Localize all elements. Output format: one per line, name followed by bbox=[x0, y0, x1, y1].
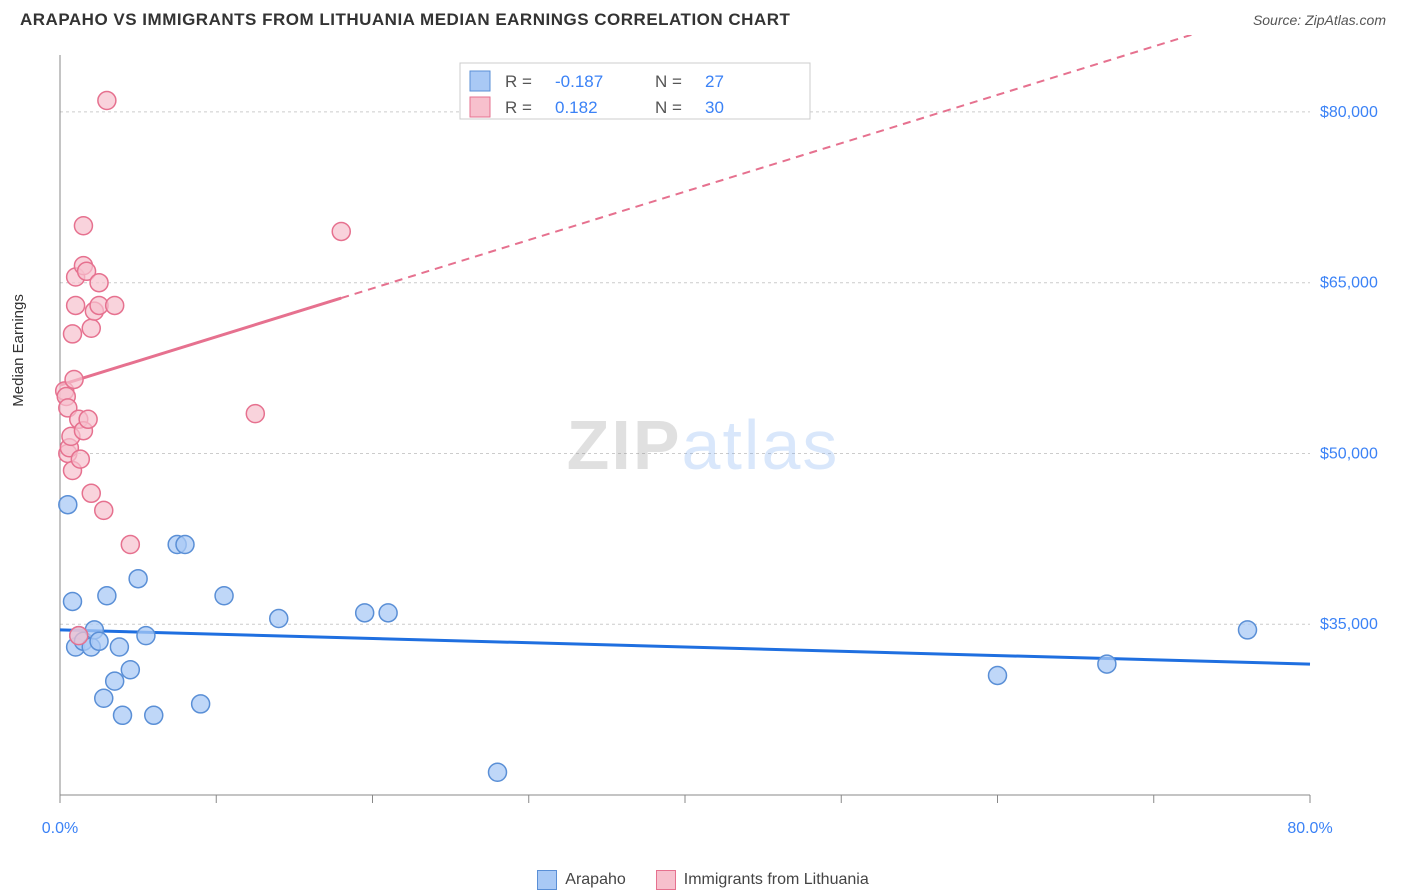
data-point bbox=[106, 296, 124, 314]
data-point bbox=[74, 217, 92, 235]
y-tick-label: $80,000 bbox=[1320, 104, 1378, 121]
legend-label: Arapaho bbox=[565, 871, 626, 889]
data-point bbox=[95, 689, 113, 707]
data-point bbox=[1239, 621, 1257, 639]
data-point bbox=[59, 496, 77, 514]
data-point bbox=[332, 222, 350, 240]
y-tick-label: $35,000 bbox=[1320, 616, 1378, 633]
x-max-label: 80.0% bbox=[1287, 820, 1332, 837]
legend-label: Immigrants from Lithuania bbox=[684, 871, 869, 889]
stats-n-label: N = bbox=[655, 98, 682, 117]
data-point bbox=[79, 410, 97, 428]
source-prefix: Source: bbox=[1253, 12, 1305, 28]
data-point bbox=[95, 501, 113, 519]
data-point bbox=[137, 627, 155, 645]
data-point bbox=[70, 627, 88, 645]
data-point bbox=[71, 450, 89, 468]
scatter-chart: $35,000 $50,000 $65,000 $80,000 0.0% 80.0% R =… bbox=[20, 35, 1386, 865]
data-point bbox=[121, 536, 139, 554]
data-point bbox=[65, 370, 83, 388]
data-point bbox=[64, 592, 82, 610]
stats-swatch bbox=[470, 71, 490, 91]
data-point bbox=[114, 706, 132, 724]
data-point bbox=[82, 484, 100, 502]
stats-r-label: R = bbox=[505, 72, 532, 91]
legend-item: Arapaho bbox=[537, 870, 626, 890]
stats-n-value: 30 bbox=[705, 98, 724, 117]
data-point bbox=[176, 536, 194, 554]
legend-item: Immigrants from Lithuania bbox=[656, 870, 869, 890]
chart-title: ARAPAHO VS IMMIGRANTS FROM LITHUANIA MED… bbox=[20, 10, 790, 30]
data-point bbox=[246, 405, 264, 423]
data-point bbox=[98, 92, 116, 110]
data-point bbox=[82, 319, 100, 337]
stats-r-value: -0.187 bbox=[555, 72, 603, 91]
data-point bbox=[145, 706, 163, 724]
data-point bbox=[356, 604, 374, 622]
data-point bbox=[1098, 655, 1116, 673]
data-point bbox=[64, 325, 82, 343]
data-point bbox=[121, 661, 139, 679]
legend-swatch bbox=[656, 870, 676, 890]
data-point bbox=[98, 587, 116, 605]
source-attribution: Source: ZipAtlas.com bbox=[1253, 12, 1386, 28]
legend: Arapaho Immigrants from Lithuania bbox=[20, 870, 1386, 890]
data-point bbox=[110, 638, 128, 656]
legend-swatch bbox=[537, 870, 557, 890]
data-point bbox=[489, 763, 507, 781]
data-point bbox=[90, 632, 108, 650]
stats-swatch bbox=[470, 97, 490, 117]
stats-r-label: R = bbox=[505, 98, 532, 117]
data-point bbox=[192, 695, 210, 713]
data-point bbox=[215, 587, 233, 605]
data-point bbox=[106, 672, 124, 690]
x-min-label: 0.0% bbox=[42, 820, 78, 837]
data-point bbox=[129, 570, 147, 588]
data-point bbox=[270, 610, 288, 628]
data-point bbox=[90, 274, 108, 292]
y-tick-label: $50,000 bbox=[1320, 445, 1378, 462]
data-point bbox=[379, 604, 397, 622]
y-axis-label: Median Earnings bbox=[10, 294, 27, 407]
y-tick-label: $65,000 bbox=[1320, 275, 1378, 292]
data-point bbox=[67, 296, 85, 314]
source-name: ZipAtlas.com bbox=[1305, 12, 1386, 28]
stats-r-value: 0.182 bbox=[555, 98, 598, 117]
data-point bbox=[989, 666, 1007, 684]
stats-n-value: 27 bbox=[705, 72, 724, 91]
trendline-arapaho bbox=[60, 630, 1310, 664]
stats-n-label: N = bbox=[655, 72, 682, 91]
chart-header: ARAPAHO VS IMMIGRANTS FROM LITHUANIA MED… bbox=[0, 0, 1406, 35]
chart-container: Median Earnings ZIPatlas $35,000$50,000$… bbox=[20, 35, 1386, 890]
